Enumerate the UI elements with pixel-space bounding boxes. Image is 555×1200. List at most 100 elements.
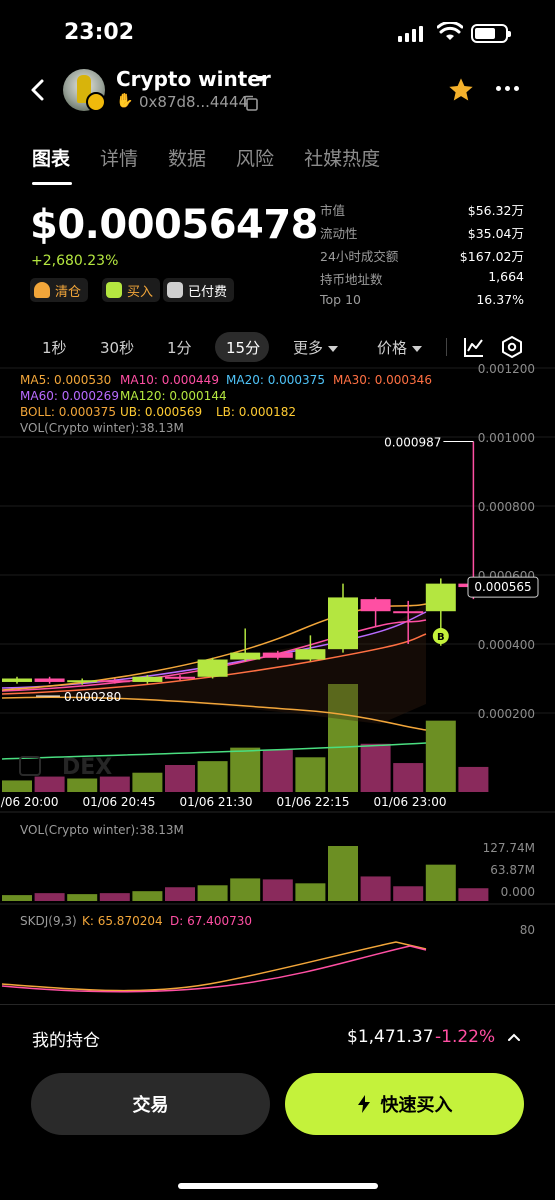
volume-bar (2, 780, 32, 792)
candle-body (393, 611, 424, 614)
timeframe-more[interactable]: 更多 (293, 337, 339, 358)
stat-label: Top 10 (320, 292, 361, 307)
tab-chart[interactable]: 图表 (32, 148, 71, 170)
copy-icon[interactable] (243, 95, 259, 111)
x-axis-label: 01/06 21:30 (180, 795, 253, 809)
y-axis-label: 0.001200 (478, 364, 535, 376)
wifi-icon (437, 22, 463, 40)
candle-body (34, 678, 65, 682)
stat-row: Top 10 16.37% (320, 292, 524, 315)
indicator-label: BOLL: 0.000375 (20, 405, 116, 419)
y-axis-label: 0.000800 (478, 500, 535, 514)
chevron-up-icon[interactable] (507, 1032, 521, 1042)
status-time: 23:02 (64, 20, 135, 45)
candle-body (132, 676, 163, 682)
indicator-label: MA60: 0.000269 (20, 389, 119, 403)
timeframe-1s[interactable]: 1秒 (42, 339, 67, 357)
divider (0, 1004, 555, 1005)
token-name[interactable]: Crypto winter (116, 67, 271, 91)
holdings-change: -1.22% (435, 1027, 496, 1047)
price-mode-select[interactable]: 价格 (377, 337, 423, 358)
skdj-k-line (1, 941, 427, 992)
volume-panel-bar (295, 883, 326, 901)
candle-body (360, 599, 391, 612)
volume-bar (165, 765, 195, 792)
shield-icon (167, 282, 183, 298)
skdj-k: K: 65.870204 (82, 914, 163, 928)
skdj-axis-label: 80 (520, 923, 535, 937)
hand-icon: ✋ (116, 93, 134, 109)
tag-paid[interactable]: 已付费 (163, 278, 235, 302)
caret-down-icon[interactable] (256, 76, 266, 82)
signal-icon (398, 26, 423, 42)
battery-icon (471, 24, 511, 43)
volume-bar (458, 766, 489, 792)
tab-underline (32, 182, 72, 185)
caret-down-icon (328, 345, 339, 352)
price-chart[interactable]: MA5: 0.000530 MA10: 0.000449 MA20: 0.00037… (0, 364, 555, 1004)
quick-buy-button[interactable]: 快速买入 (285, 1073, 524, 1135)
home-indicator (178, 1183, 378, 1189)
holdings-value: $1,471.37 (347, 1027, 434, 1047)
price-mode-label: 价格 (377, 339, 408, 357)
indicator-label: LB: 0.000182 (216, 405, 296, 419)
buy-marker-label: B (437, 632, 445, 643)
low-annotation: 0.000280 (64, 690, 121, 704)
volume-bar (197, 761, 228, 792)
volume-panel-bar (132, 891, 163, 901)
tag-clear-position[interactable]: 清仓 (30, 278, 89, 302)
tab-details[interactable]: 详情 (100, 148, 139, 170)
tag-buy[interactable]: 买入 (102, 278, 161, 302)
settings-icon[interactable] (500, 335, 524, 359)
tab-risk[interactable]: 风险 (236, 148, 275, 170)
more-icon[interactable] (496, 86, 519, 91)
volume-bar (67, 778, 98, 792)
volume-bar (328, 684, 358, 792)
timeframe-30s[interactable]: 30秒 (100, 339, 135, 357)
volume-bar (132, 772, 163, 792)
stat-row: 流动性 $35.04万 (320, 223, 524, 246)
watermark: DEX (62, 755, 112, 780)
stat-value: $167.02万 (459, 249, 524, 264)
volume-panel-bar (328, 846, 358, 901)
volume-axis-label: 0.000 (501, 885, 535, 899)
token-address: 0x87d8...4444 (139, 93, 249, 111)
tag-label: 买入 (127, 284, 154, 300)
tab-social[interactable]: 社媒热度 (304, 148, 381, 170)
more-label: 更多 (293, 339, 324, 357)
candle-body (67, 680, 98, 683)
buy-marker (432, 628, 449, 644)
indicator-icon[interactable] (462, 335, 486, 359)
indicator-label: MA120: 0.000144 (120, 389, 227, 403)
stat-row: 市值 $56.32万 (320, 200, 524, 223)
volume-panel-bar (393, 886, 424, 901)
holdings-label[interactable]: 我的持仓 (32, 1031, 100, 1051)
back-icon[interactable] (24, 72, 54, 108)
stat-value: $35.04万 (467, 226, 524, 241)
ma-line (1, 742, 427, 760)
tab-data[interactable]: 数据 (168, 148, 207, 170)
y-axis-label: 0.000400 (478, 638, 535, 652)
x-axis-label: 01/06 20:45 (83, 795, 156, 809)
volume-panel-label: VOL(Crypto winter):38.13M (20, 823, 184, 837)
timeframe-active-bg (215, 332, 269, 362)
timeframe-15m[interactable]: 15分 (226, 339, 261, 357)
trade-button[interactable]: 交易 (31, 1073, 270, 1135)
y-axis-label: 0.001000 (478, 431, 535, 445)
volume-panel-bar (99, 893, 130, 901)
volume-bar (360, 743, 391, 792)
timeframe-1m[interactable]: 1分 (167, 339, 192, 357)
volume-bar (295, 757, 326, 792)
indicator-label: VOL(Crypto winter):38.13M (20, 421, 184, 435)
volume-panel-bar (262, 879, 293, 901)
candle-body (328, 597, 358, 650)
star-icon[interactable] (447, 76, 475, 104)
volume-bar (393, 763, 424, 792)
tag-label: 已付费 (188, 284, 228, 300)
stat-label: 市值 (320, 203, 346, 218)
stat-value: 16.37% (476, 292, 524, 307)
candle-body (2, 678, 32, 682)
chef-icon (34, 282, 50, 298)
volume-bar (34, 776, 65, 792)
candle-body (262, 652, 293, 658)
